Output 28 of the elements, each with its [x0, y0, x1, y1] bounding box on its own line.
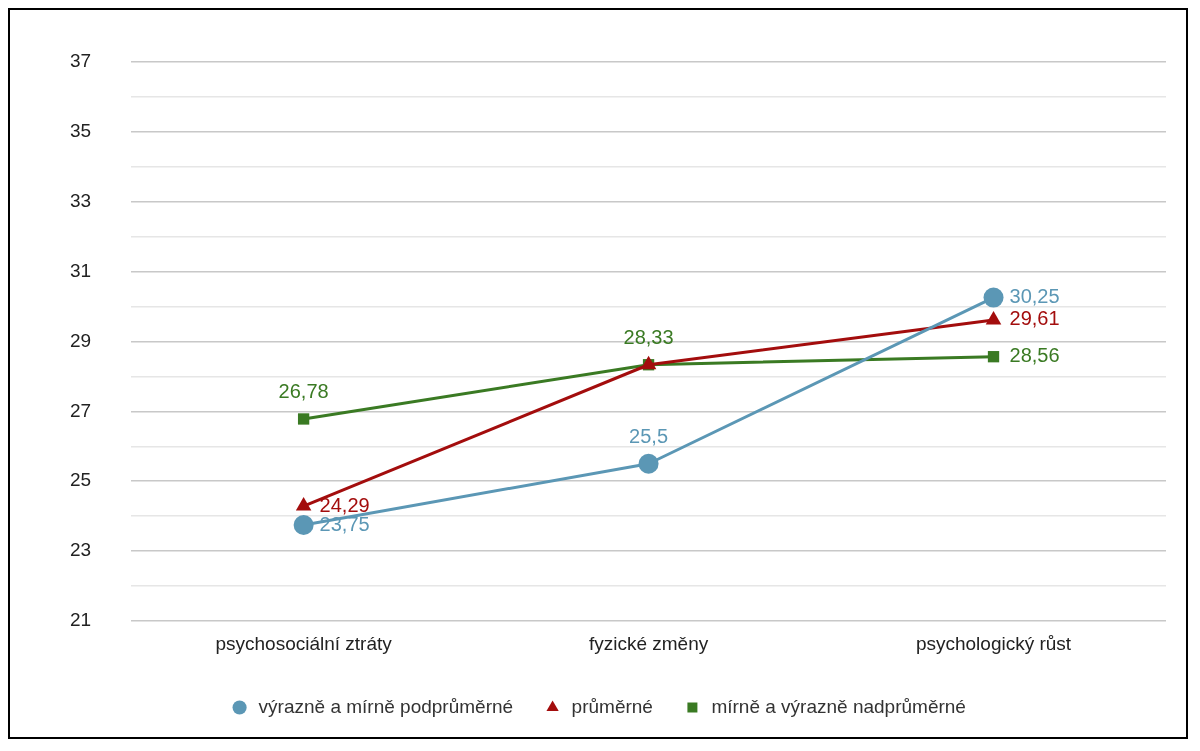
- point: [293, 514, 314, 535]
- y-tick-label: 33: [69, 189, 92, 211]
- x-tick-label: fyzické změny: [588, 632, 709, 654]
- point: [983, 287, 1004, 308]
- x-tick-label: psychologický růst: [915, 632, 1072, 654]
- point: [295, 497, 312, 511]
- legend-label: průměrné: [571, 695, 653, 717]
- data-label: 29,61: [1009, 307, 1060, 330]
- y-tick-label: 27: [69, 399, 92, 421]
- data-label: 24,29: [319, 493, 370, 516]
- y-tick-label: 21: [69, 609, 92, 631]
- legend-label: výrazně a mírně podprůměrné: [258, 695, 514, 717]
- y-tick-label: 25: [69, 469, 92, 491]
- y-tick-label: 37: [69, 49, 92, 71]
- y-tick-label: 35: [69, 119, 92, 141]
- data-label: 26,78: [278, 380, 329, 403]
- y-tick-label: 23: [69, 539, 92, 561]
- y-tick-label: 29: [69, 329, 92, 351]
- data-label: 30,25: [1009, 285, 1060, 308]
- point: [987, 351, 1000, 363]
- point: [638, 453, 659, 474]
- data-label: 25,5: [629, 425, 669, 448]
- data-label: 28,33: [623, 326, 674, 349]
- point: [297, 413, 310, 425]
- data-label: 28,56: [1009, 344, 1060, 367]
- y-tick-label: 31: [69, 259, 92, 281]
- x-tick-label: psychosociální ztráty: [215, 632, 393, 654]
- legend-label: mírně a výrazně nadprůměrné: [711, 695, 966, 717]
